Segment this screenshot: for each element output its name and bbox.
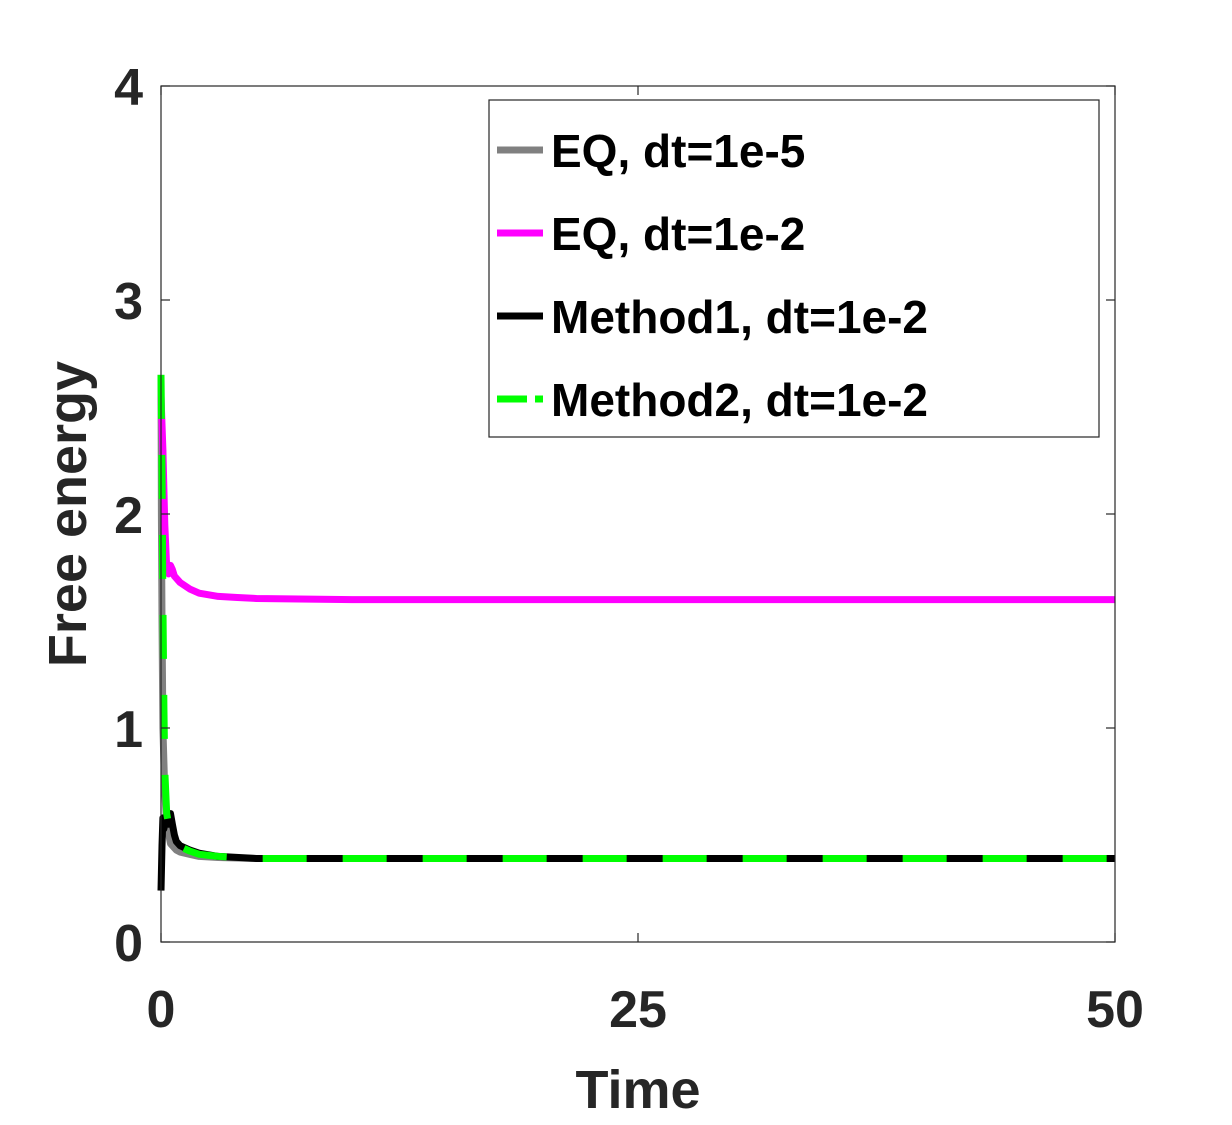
legend-entries: EQ, dt=1e-5 EQ, dt=1e-2 Method1, dt=1e-2 Me… xyxy=(497,125,928,426)
legend-label-1: EQ, dt=1e-5 xyxy=(551,125,805,177)
y-tick-label: 3 xyxy=(114,273,143,331)
x-tick-label: 0 xyxy=(147,981,176,1039)
legend-box xyxy=(488,99,1100,438)
legend-label-3: Method1, dt=1e-2 xyxy=(551,291,928,343)
y-tick-label: 0 xyxy=(114,915,143,973)
y-tick-label: 1 xyxy=(114,701,143,759)
x-axis-label: Time xyxy=(575,1060,700,1120)
legend-label-2: EQ, dt=1e-2 xyxy=(551,208,805,260)
ticks-layer: 0 25 50 0 1 2 3 4 xyxy=(114,59,1144,1039)
series-layer xyxy=(157,374,1115,891)
y-tick-label: 4 xyxy=(114,59,143,117)
series-line-2 xyxy=(157,396,1115,604)
y-tick-label: 2 xyxy=(114,487,143,545)
y-axis-label: Free energy xyxy=(38,361,98,667)
series-line-3 xyxy=(157,810,1115,891)
series-line-4 xyxy=(157,374,1115,862)
x-tick-label: 25 xyxy=(609,981,667,1039)
x-tick-label: 50 xyxy=(1086,981,1144,1039)
legend-label-4: Method2, dt=1e-2 xyxy=(551,374,928,426)
legend: EQ, dt=1e-5 EQ, dt=1e-2 Method1, dt=1e-2 Me… xyxy=(488,99,1100,438)
